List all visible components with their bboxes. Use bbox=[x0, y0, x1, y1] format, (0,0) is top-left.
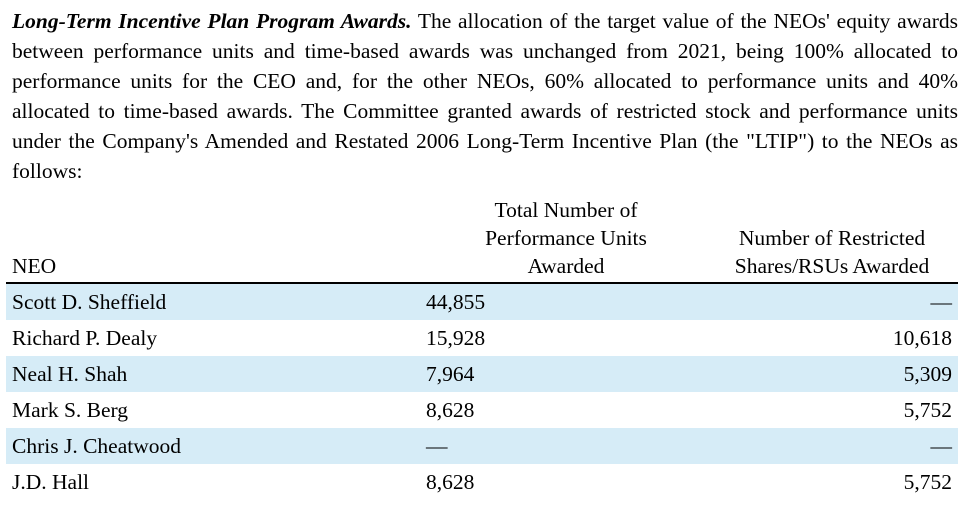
header-rs-line1: Number of Restricted bbox=[738, 226, 926, 250]
cell-neo: Neal H. Shah bbox=[6, 356, 426, 392]
cell-restricted-shares: 10,618 bbox=[892, 326, 952, 350]
cell-performance-units: 8,628 bbox=[426, 470, 475, 494]
awards-table: NEO Total Number of Performance Units Aw… bbox=[6, 196, 958, 500]
header-rs-line2: Shares/RSUs Awarded bbox=[734, 254, 930, 278]
table-header-row: NEO Total Number of Performance Units Aw… bbox=[6, 196, 958, 284]
table-row: Richard P. Dealy 15,928 10,618 bbox=[6, 320, 958, 356]
cell-neo: Chris J. Cheatwood bbox=[6, 428, 426, 464]
cell-neo: Richard P. Dealy bbox=[12, 326, 158, 350]
cell-performance-units: 7,964 bbox=[426, 356, 706, 392]
header-perf-line2: Performance Units bbox=[485, 226, 647, 250]
cell-performance-units: — bbox=[426, 428, 706, 464]
cell-restricted-shares: — bbox=[706, 428, 958, 464]
table-row: Mark S. Berg 8,628 5,752 bbox=[6, 392, 958, 428]
table-row: J.D. Hall 8,628 5,752 bbox=[6, 464, 958, 500]
awards-table-wrap: NEO Total Number of Performance Units Aw… bbox=[6, 196, 958, 500]
paragraph-lead: Long-Term Incentive Plan Program Awards. bbox=[12, 9, 412, 33]
cell-restricted-shares: 5,309 bbox=[706, 356, 958, 392]
header-performance-units: Total Number of Performance Units Awarde… bbox=[426, 196, 706, 284]
header-neo: NEO bbox=[6, 196, 426, 284]
cell-neo: Scott D. Sheffield bbox=[6, 283, 426, 320]
table-row: Scott D. Sheffield 44,855 — bbox=[6, 283, 958, 320]
cell-restricted-shares: 5,752 bbox=[903, 470, 952, 494]
ltip-paragraph: Long-Term Incentive Plan Program Awards.… bbox=[12, 6, 958, 186]
cell-performance-units: 8,628 bbox=[426, 398, 475, 422]
cell-restricted-shares: 5,752 bbox=[903, 398, 952, 422]
cell-neo: J.D. Hall bbox=[12, 470, 90, 494]
cell-neo: Mark S. Berg bbox=[12, 398, 129, 422]
paragraph-body: The allocation of the target value of th… bbox=[12, 9, 959, 183]
header-perf-line3: Awarded bbox=[527, 254, 605, 278]
cell-restricted-shares: — bbox=[706, 283, 958, 320]
table-row: Chris J. Cheatwood — — bbox=[6, 428, 958, 464]
cell-performance-units: 15,928 bbox=[426, 326, 486, 350]
cell-performance-units: 44,855 bbox=[426, 283, 706, 320]
header-perf-line1: Total Number of bbox=[494, 198, 638, 222]
table-row: Neal H. Shah 7,964 5,309 bbox=[6, 356, 958, 392]
header-restricted-shares: Number of Restricted Shares/RSUs Awarded bbox=[706, 196, 958, 284]
